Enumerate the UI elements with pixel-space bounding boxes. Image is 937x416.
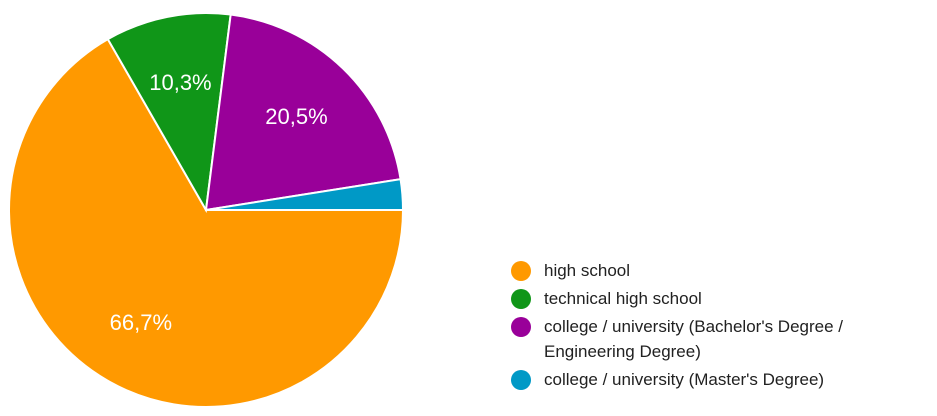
legend-label-2: college / university (Bachelor's Degree … bbox=[544, 317, 843, 361]
legend-item-2: college / university (Bachelor's Degree … bbox=[511, 314, 937, 364]
pie-slice-0 bbox=[8, 37, 405, 408]
legend-swatch-0 bbox=[511, 261, 531, 281]
pie-slice-3 bbox=[205, 178, 405, 211]
legend-item-3: college / university (Master's Degree) bbox=[511, 367, 937, 392]
pie-slice-2 bbox=[204, 13, 402, 212]
legend-item-1: technical high school bbox=[511, 286, 937, 311]
legend-swatch-1 bbox=[511, 289, 531, 309]
pie-chart: 66,7% 10,3% 20,5% bbox=[8, 12, 405, 408]
pie-slice-1 bbox=[106, 12, 232, 214]
slice-label-0: 66,7% bbox=[110, 310, 172, 335]
slice-label-2: 20,5% bbox=[265, 104, 327, 129]
legend-label-0: high school bbox=[544, 261, 631, 280]
legend-item-0: high school bbox=[511, 258, 937, 283]
legend: high school technical high school college … bbox=[511, 258, 937, 395]
legend-label-1: technical high school bbox=[544, 289, 702, 308]
legend-swatch-3 bbox=[511, 370, 531, 390]
slice-label-1: 10,3% bbox=[149, 70, 211, 95]
legend-label-3: college / university (Master's Degree) bbox=[544, 370, 825, 389]
legend-swatch-2 bbox=[511, 317, 531, 337]
